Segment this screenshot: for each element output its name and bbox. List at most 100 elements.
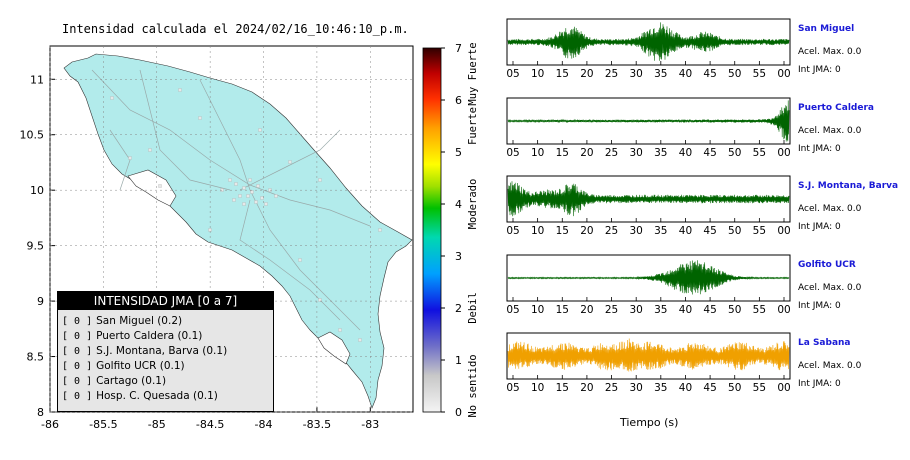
colorbar-ticks: 0 1 2 3 4 5 6 7 bbox=[441, 42, 462, 419]
waveform-x-tick-label: 50 bbox=[728, 147, 741, 159]
station-name: Golfito UCR bbox=[798, 260, 856, 270]
intensity-colorbar: 0 1 2 3 4 5 6 7 No sentido Debil Moderado Fuerte Mu… bbox=[422, 42, 479, 419]
waveform-x-tick-label: 15 bbox=[556, 382, 569, 394]
waveform-x-tick-label: 55 bbox=[753, 304, 766, 316]
waveform-x-tick-label: 25 bbox=[605, 147, 618, 159]
city-marker bbox=[110, 96, 114, 100]
legend-item-label: Puerto Caldera (0.1) bbox=[96, 330, 203, 342]
legend-item: [ 0 ] San Miguel (0.2) bbox=[62, 314, 273, 329]
waveform-x-tick-label: 05 bbox=[506, 147, 519, 159]
station-name: La Sabana bbox=[798, 338, 851, 348]
city-marker bbox=[260, 196, 264, 200]
station-jma-intensity: Int JMA: 0 bbox=[798, 222, 841, 232]
city-marker bbox=[254, 200, 258, 204]
waveform-x-tick-label: 00 bbox=[777, 147, 790, 159]
colorbar-category-label: Fuerte bbox=[467, 107, 479, 145]
road-3 bbox=[199, 79, 361, 331]
colorbar-gradient bbox=[422, 47, 442, 413]
legend-list: [ 0 ] San Miguel (0.2)[ 0 ] Puerto Caldera… bbox=[62, 314, 273, 404]
map-y-tick-label: 10 bbox=[30, 184, 44, 197]
map-x-tick-label: -84.5 bbox=[196, 418, 224, 431]
waveform-trace bbox=[507, 181, 790, 217]
map-y-tick-label: 10.5 bbox=[20, 129, 45, 142]
waveform-x-tick-label: 30 bbox=[629, 382, 642, 394]
city-marker bbox=[338, 328, 342, 332]
map-y-tick-label: 11 bbox=[30, 73, 44, 86]
city-marker bbox=[318, 298, 322, 302]
waveform-panel: 05 10 15 20 25 30 35 40 45 50 55 00 bbox=[506, 18, 791, 80]
waveform-x-tick-label: 20 bbox=[580, 147, 593, 159]
waveform-x-tick-label: 50 bbox=[728, 304, 741, 316]
map-x-tick-label: -83.5 bbox=[303, 418, 331, 431]
waveform-trace bbox=[507, 22, 790, 61]
colorbar-tick-label: 2 bbox=[455, 302, 462, 315]
city-marker bbox=[148, 148, 152, 152]
city-marker bbox=[288, 160, 292, 164]
map-x-tick-label: -85.5 bbox=[89, 418, 117, 431]
road-2 bbox=[139, 69, 231, 191]
waveform-x-tick-label: 20 bbox=[580, 225, 593, 237]
colorbar-tick-label: 5 bbox=[455, 146, 462, 159]
waveform-x-tick-label: 30 bbox=[629, 225, 642, 237]
legend-item-level: [ 0 ] bbox=[62, 346, 93, 357]
colorbar-category-label: Moderado bbox=[467, 179, 479, 230]
waveform-x-tick-label: 30 bbox=[629, 147, 642, 159]
map-y-tick-label: 8 bbox=[37, 406, 44, 419]
waveform-panels: 05 10 15 20 25 30 35 40 45 50 55 00 05 10 15 20 25 30 35 40… bbox=[506, 18, 791, 394]
waveform-x-tick-label: 50 bbox=[728, 68, 741, 80]
waveform-x-tick-label: 00 bbox=[777, 225, 790, 237]
city-marker bbox=[264, 202, 268, 206]
station-max-acceleration: Acel. Max. 0.0 bbox=[798, 283, 862, 293]
city-marker bbox=[256, 184, 260, 188]
legend-item-label: Hosp. C. Quesada (0.1) bbox=[96, 390, 218, 402]
legend-item: [ 0 ] Puerto Caldera (0.1) bbox=[62, 329, 273, 344]
waveform-x-tick-label: 05 bbox=[506, 225, 519, 237]
waveform-x-tick-label: 40 bbox=[679, 68, 692, 80]
time-axis-label: Tiempo (s) bbox=[620, 416, 679, 429]
road-1 bbox=[91, 69, 371, 227]
waveform-panel: 05 10 15 20 25 30 35 40 45 50 55 00 bbox=[506, 175, 791, 237]
waveform-x-tick-label: 35 bbox=[654, 382, 667, 394]
city-marker bbox=[242, 186, 246, 190]
legend-item: [ 0 ] S.J. Montana, Barva (0.1) bbox=[62, 344, 273, 359]
map-y-tick-label: 9.5 bbox=[27, 240, 45, 253]
waveform-x-tick-label: 55 bbox=[753, 68, 766, 80]
waveform-x-tick-label: 25 bbox=[605, 382, 618, 394]
colorbar-tick-label: 6 bbox=[455, 94, 462, 107]
waveform-x-tick-label: 45 bbox=[703, 147, 716, 159]
legend-item-label: San Miguel (0.2) bbox=[96, 315, 183, 327]
waveform-x-tick-label: 55 bbox=[753, 382, 766, 394]
station-jma-intensity: Int JMA: 0 bbox=[798, 65, 841, 75]
map-x-tick-label: -84 bbox=[255, 418, 273, 431]
waveform-x-tick-label: 00 bbox=[777, 68, 790, 80]
waveform-x-tick-label: 15 bbox=[556, 304, 569, 316]
waveform-x-tick-label: 50 bbox=[728, 382, 741, 394]
waveform-x-tick-label: 25 bbox=[605, 225, 618, 237]
colorbar-category-label: Debil bbox=[467, 292, 479, 324]
waveform-x-tick-label: 20 bbox=[580, 304, 593, 316]
map-title: Intensidad calculada el 2024/02/16_10:46… bbox=[62, 22, 409, 36]
legend-item-level: [ 0 ] bbox=[62, 361, 93, 372]
station-max-acceleration: Acel. Max. 0.0 bbox=[798, 126, 862, 136]
legend-item: [ 0 ] Cartago (0.1) bbox=[62, 374, 273, 389]
city-marker bbox=[248, 178, 252, 182]
waveform-x-tick-label: 40 bbox=[679, 304, 692, 316]
waveform-trace bbox=[507, 338, 790, 372]
colorbar-tick-label: 0 bbox=[455, 406, 462, 419]
waveform-panel: 05 10 15 20 25 30 35 40 45 50 55 00 bbox=[506, 332, 791, 394]
city-marker bbox=[358, 338, 362, 342]
map-x-tick-label: -85 bbox=[148, 418, 166, 431]
city-marker bbox=[242, 202, 246, 206]
waveform-x-tick-label: 30 bbox=[629, 68, 642, 80]
legend-item: [ 0 ] Hosp. C. Quesada (0.1) bbox=[62, 389, 273, 404]
road-6 bbox=[109, 129, 131, 191]
station-name: S.J. Montana, Barva bbox=[798, 181, 899, 191]
waveform-x-tick-label: 30 bbox=[629, 304, 642, 316]
nicoya-gulf-water bbox=[127, 169, 177, 207]
waveform-x-tick-label: 10 bbox=[531, 68, 544, 80]
waveform-x-tick-label: 00 bbox=[777, 382, 790, 394]
colorbar-tick-label: 1 bbox=[455, 354, 462, 367]
waveform-x-tick-label: 50 bbox=[728, 225, 741, 237]
map-x-tick-label: -83 bbox=[361, 418, 379, 431]
